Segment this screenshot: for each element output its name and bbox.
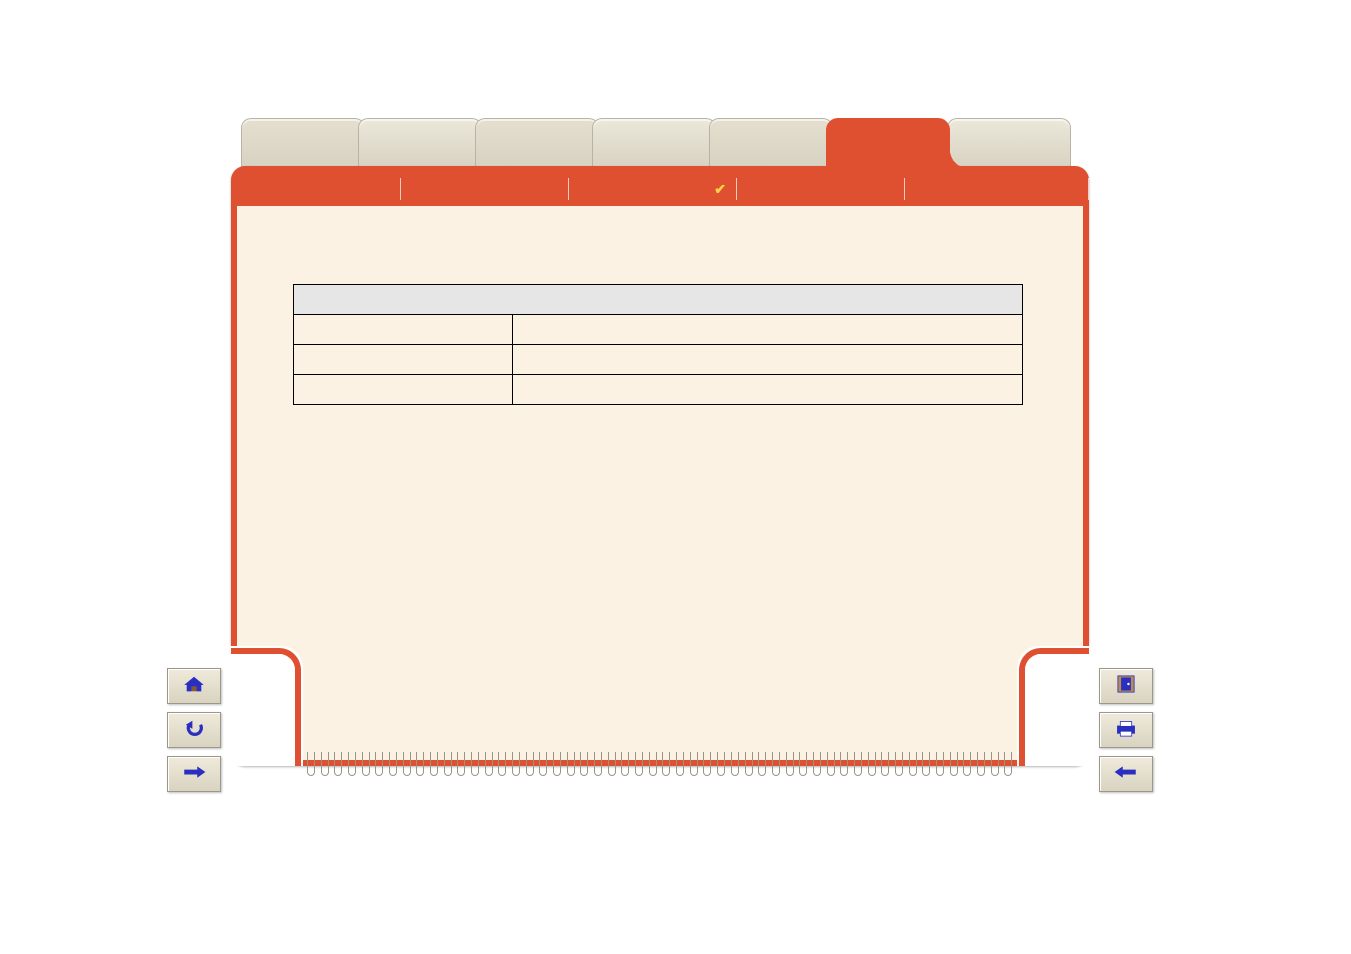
tab-inactive[interactable]	[475, 118, 599, 170]
tab-inactive[interactable]	[358, 118, 482, 170]
tab-active[interactable]	[826, 118, 950, 168]
data-table	[293, 284, 1023, 405]
content-panel	[237, 206, 1083, 760]
hand-right-icon	[181, 761, 207, 788]
tab-inactive[interactable]	[709, 118, 833, 170]
app-stage: ✔	[231, 118, 1089, 798]
table-header	[294, 285, 1023, 315]
undo-icon	[181, 717, 207, 744]
subnav-item[interactable]: ✔	[569, 178, 737, 200]
door-icon	[1113, 673, 1139, 700]
home-button[interactable]	[167, 668, 221, 704]
hand-left-icon	[1113, 761, 1139, 788]
table-row	[294, 315, 1023, 345]
prev-button[interactable]	[1099, 756, 1153, 792]
print-button[interactable]	[1099, 712, 1153, 748]
button-column-right	[1099, 668, 1153, 792]
folder-card: ✔	[231, 166, 1089, 766]
home-icon	[181, 673, 207, 700]
spiral-binding	[307, 752, 1013, 780]
subnav-item[interactable]	[401, 178, 569, 200]
subnav-item[interactable]	[737, 178, 905, 200]
printer-icon	[1113, 717, 1139, 744]
exit-button[interactable]	[1099, 668, 1153, 704]
check-icon: ✔	[714, 181, 726, 198]
table-row	[294, 375, 1023, 405]
tab-inactive[interactable]	[592, 118, 716, 170]
back-button[interactable]	[167, 712, 221, 748]
button-column-left	[167, 668, 221, 792]
subnav-item[interactable]	[231, 178, 401, 200]
tab-inactive[interactable]	[241, 118, 365, 170]
table-row	[294, 345, 1023, 375]
next-button[interactable]	[167, 756, 221, 792]
subnav-item[interactable]	[905, 178, 1089, 200]
